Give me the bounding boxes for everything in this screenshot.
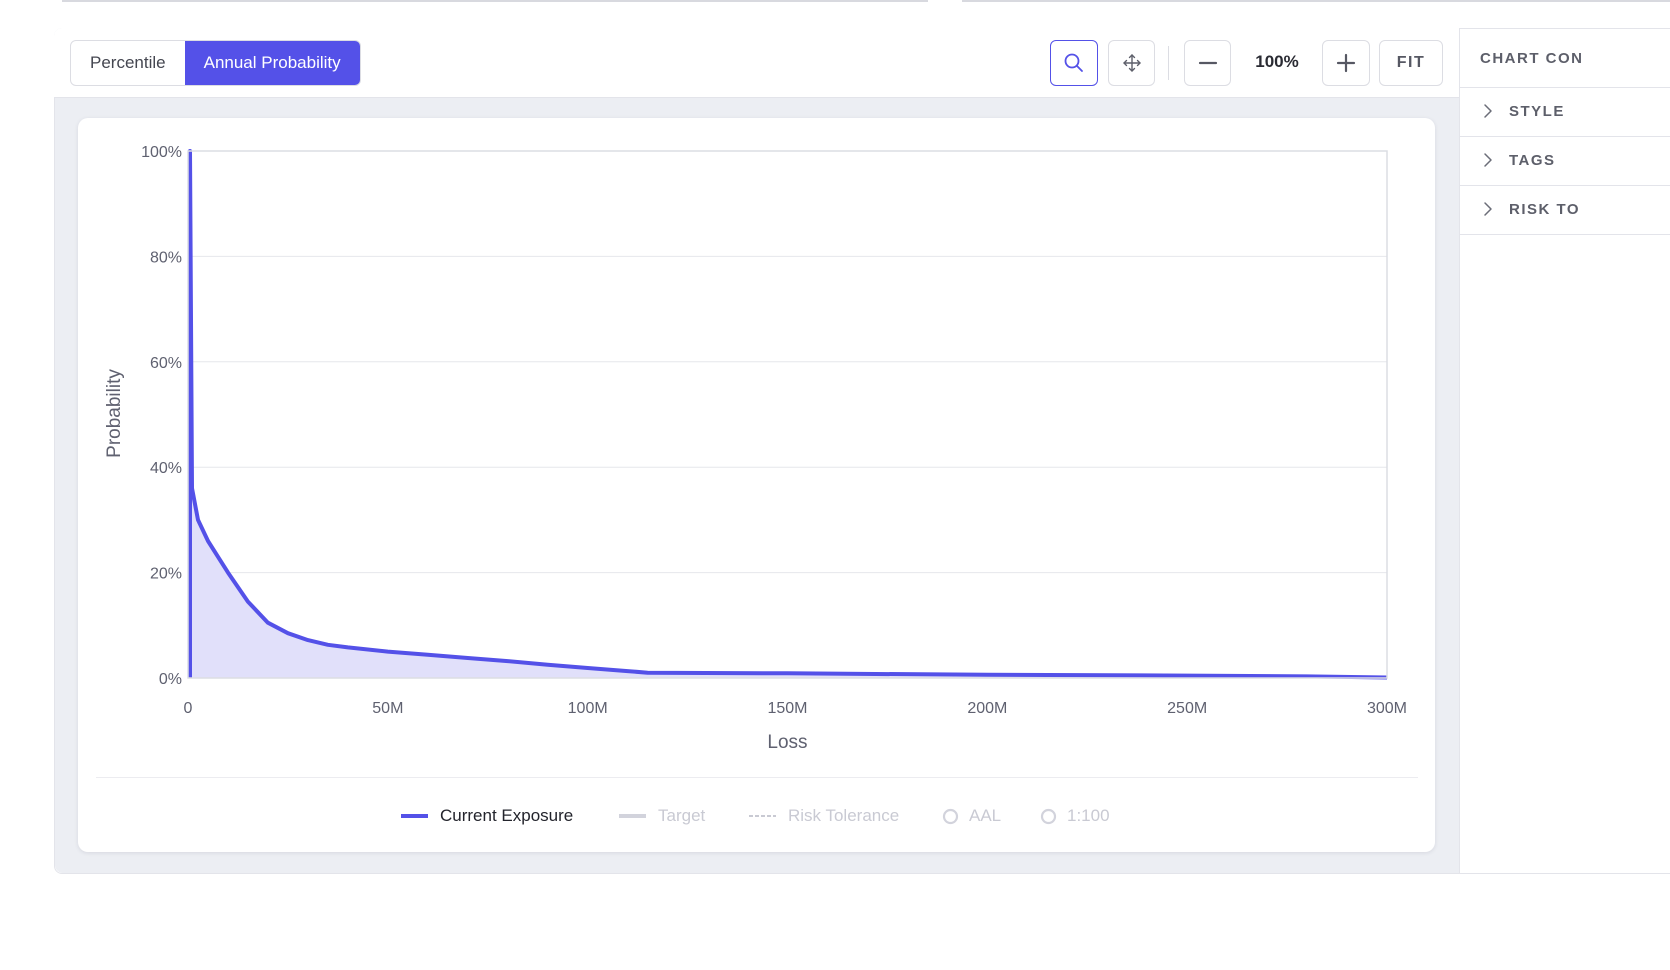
legend-label: Risk Tolerance	[788, 806, 900, 825]
y-tick-label: 0%	[159, 671, 182, 688]
x-axis-ticks: 0 50M 100M 150M 200M 250M 300M	[184, 700, 1407, 717]
solid-line-swatch-icon	[401, 814, 428, 818]
legend-risk-tolerance[interactable]: Risk Tolerance	[749, 804, 899, 828]
top-divider-right	[962, 0, 1670, 2]
pan-tool-button[interactable]	[1108, 40, 1155, 86]
toolbar-divider	[1168, 46, 1169, 80]
y-tick-label: 80%	[150, 249, 182, 266]
legend-label: Current Exposure	[440, 806, 574, 825]
chevron-right-icon	[1484, 104, 1492, 118]
legend-target[interactable]: Target	[619, 804, 705, 828]
magnifier-icon	[1064, 53, 1083, 72]
x-tick-label: 300M	[1367, 700, 1407, 717]
legend-label: AAL	[969, 806, 1002, 825]
x-tick-label: 250M	[1167, 700, 1207, 717]
solid-line-swatch-icon	[619, 814, 646, 818]
move-arrows-icon	[1122, 54, 1141, 72]
plot-frame	[187, 150, 1388, 679]
y-tick-label: 60%	[150, 355, 182, 372]
current-exposure-line	[188, 149, 1388, 680]
sidebar-title: CHART CON	[1480, 50, 1584, 67]
exceedance-probability-chart: 0% 20% 40% 60% 80% 100% 0 50M 100M 150M 200M 250M 3…	[104, 144, 1407, 753]
chart-grid	[188, 150, 1387, 679]
x-tick-label: 0	[184, 700, 193, 717]
y-tick-label: 100%	[141, 144, 182, 161]
legend-one-in-hundred[interactable]: 1:100	[1040, 804, 1110, 828]
view-mode-toggle: Percentile Annual Probability	[70, 40, 361, 86]
sidebar-section-style[interactable]: STYLE	[1460, 87, 1670, 137]
annual-probability-tab[interactable]: Annual Probability	[184, 41, 360, 85]
top-divider-left	[62, 0, 928, 2]
circle-marker-icon	[1040, 808, 1057, 824]
zoom-in-button[interactable]	[1322, 40, 1370, 86]
chevron-right-icon	[1484, 153, 1492, 167]
minus-icon	[1198, 61, 1217, 65]
sidebar-section-label: STYLE	[1509, 103, 1565, 120]
sidebar-section-risk-tolerance[interactable]: RISK TO	[1460, 185, 1670, 235]
zoom-out-button[interactable]	[1184, 40, 1231, 86]
x-tick-label: 200M	[967, 700, 1007, 717]
y-axis-label: Probability	[104, 369, 125, 458]
chart-card	[78, 118, 1435, 852]
legend-label: 1:100	[1067, 806, 1110, 825]
sidebar-section-label: TAGS	[1509, 152, 1556, 169]
chart-config-sidebar: CHART CON STYLE TAGS RISK TO	[1459, 29, 1670, 873]
x-tick-label: 50M	[372, 700, 403, 717]
fit-button-label: FIT	[1396, 54, 1426, 71]
circle-marker-icon	[942, 808, 959, 824]
legend-current-exposure[interactable]: Current Exposure	[401, 804, 573, 828]
current-exposure-area	[188, 151, 1387, 678]
y-tick-label: 40%	[150, 460, 182, 477]
legend-label: Target	[658, 806, 706, 825]
dashed-line-swatch-icon	[749, 815, 776, 817]
sidebar-section-tags[interactable]: TAGS	[1460, 136, 1670, 186]
sidebar-section-label: RISK TO	[1509, 201, 1581, 218]
zoom-level: 100%	[1255, 52, 1299, 71]
zoom-tool-button[interactable]	[1050, 40, 1098, 86]
fit-button[interactable]: FIT	[1379, 40, 1443, 86]
x-tick-label: 150M	[767, 700, 807, 717]
legend-aal[interactable]: AAL	[942, 804, 1001, 828]
legend-divider	[96, 777, 1418, 778]
x-axis-label: Loss	[767, 732, 807, 753]
y-axis-ticks: 0% 20% 40% 60% 80% 100%	[141, 144, 182, 688]
x-tick-label: 100M	[568, 700, 608, 717]
plus-icon	[1336, 53, 1356, 73]
y-tick-label: 20%	[150, 566, 182, 583]
percentile-tab[interactable]: Percentile	[90, 53, 166, 72]
chevron-right-icon	[1484, 202, 1492, 216]
